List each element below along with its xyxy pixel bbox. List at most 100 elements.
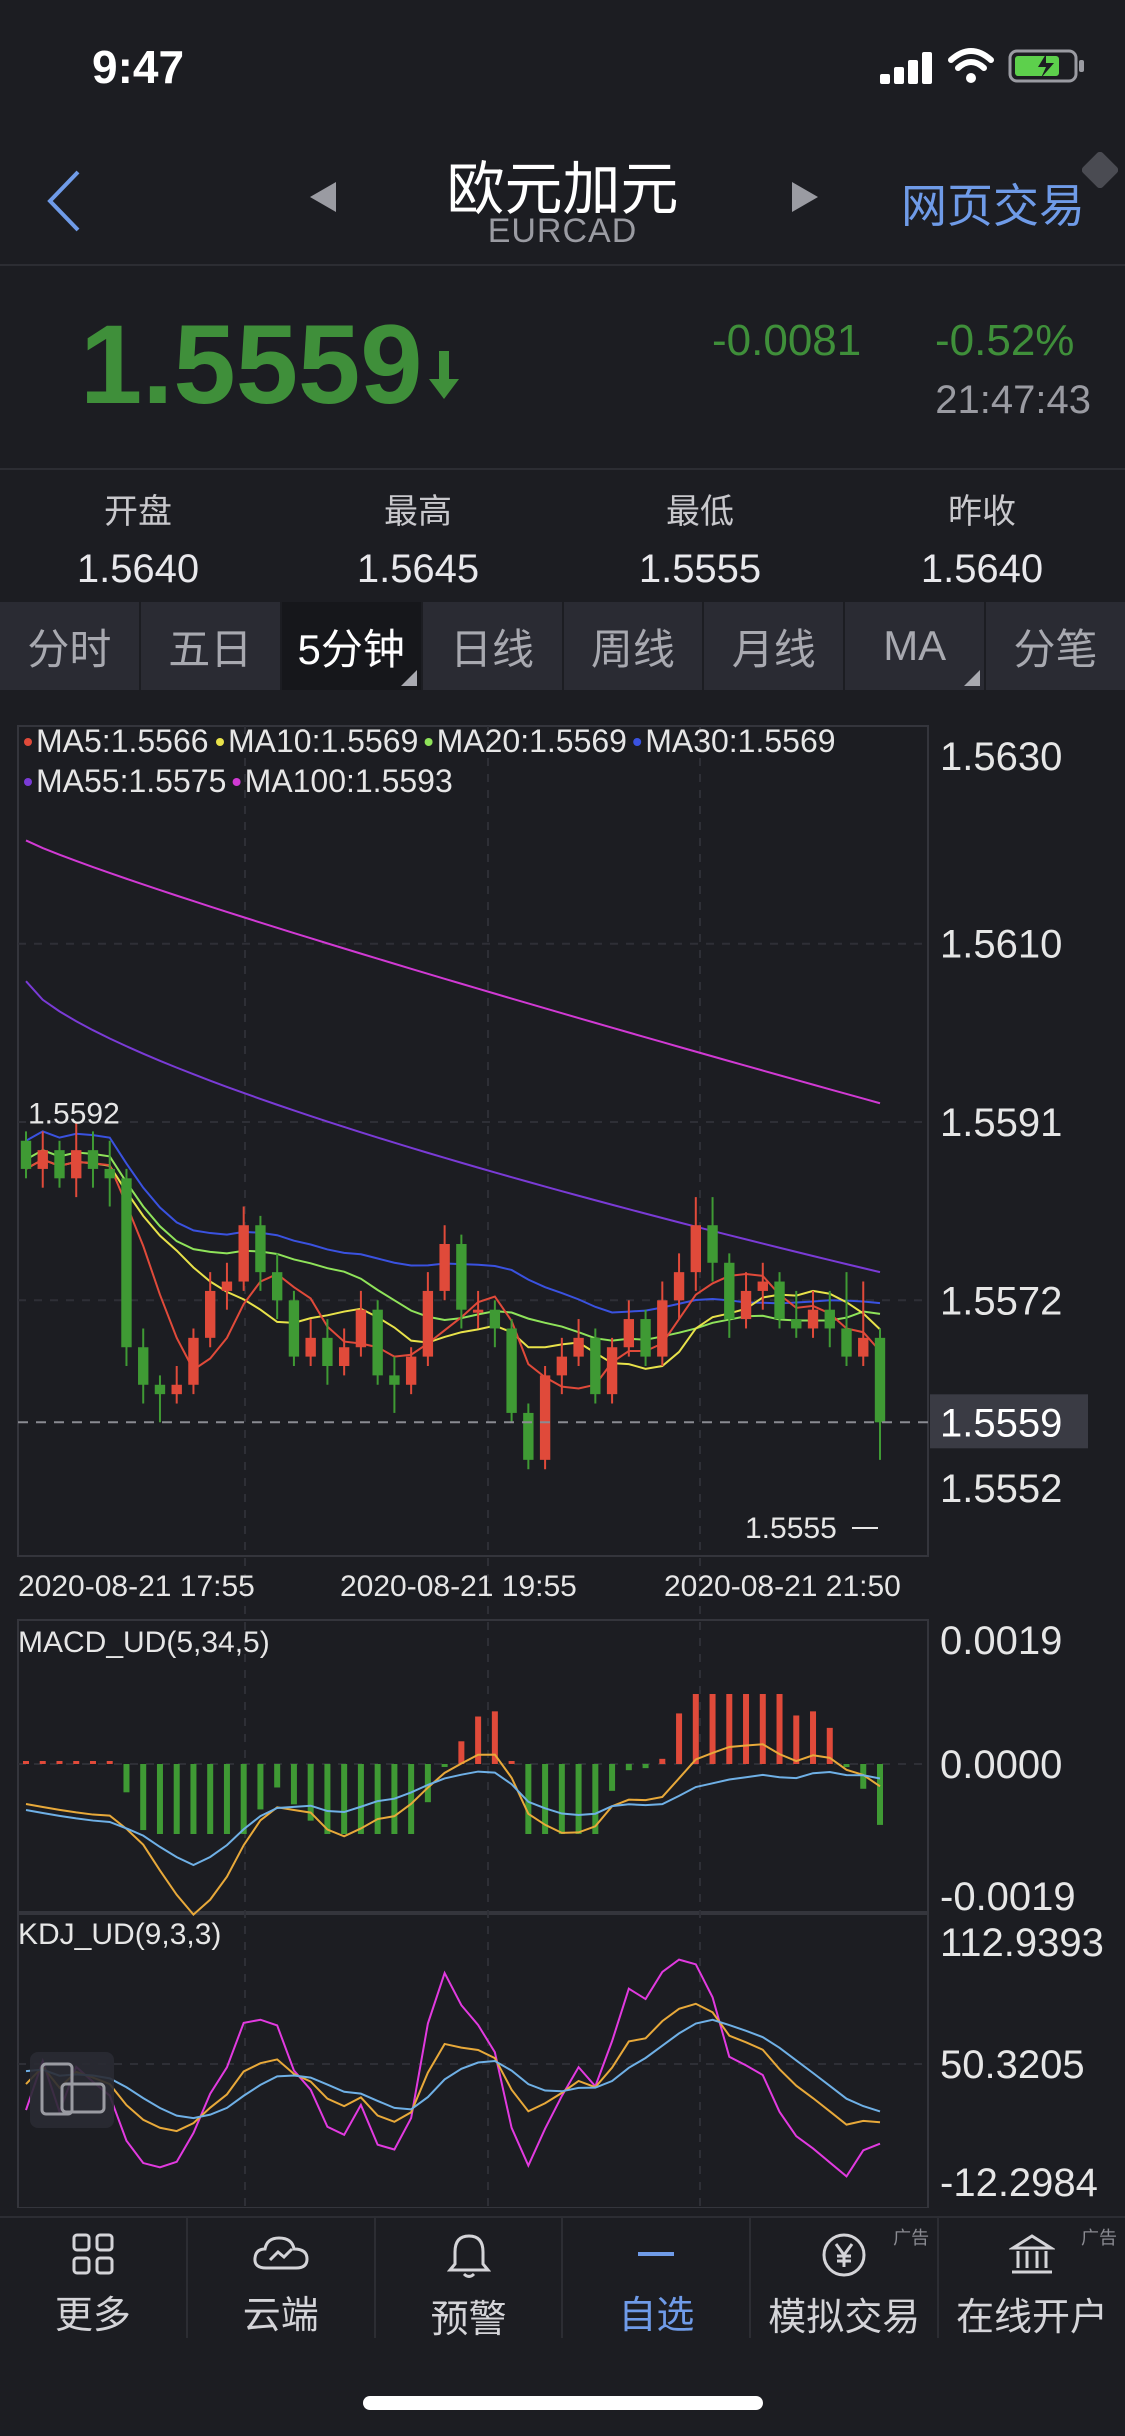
candle-body xyxy=(573,1337,584,1357)
kdj-panel-frame xyxy=(17,1913,929,2209)
period-tabs: 分时 五日 5分钟 日线 周线 月线 MA 分笔 xyxy=(0,602,1125,690)
tab-daily[interactable]: 日线 xyxy=(423,602,564,690)
prev-symbol-icon[interactable] xyxy=(308,180,338,214)
candle-body xyxy=(171,1384,182,1395)
kdj-j-line xyxy=(25,1958,881,2178)
main-panel-frame xyxy=(17,725,929,1557)
tab-tick[interactable]: 分笔 xyxy=(986,602,1125,690)
macd-bar xyxy=(793,1715,800,1764)
candle-body xyxy=(657,1300,668,1357)
macd-bar xyxy=(441,1764,448,1767)
y-axis-tick-label: 1.5591 xyxy=(940,1101,1062,1145)
macd-y-tick-label: -0.0019 xyxy=(940,1875,1076,1919)
macd-bar xyxy=(341,1764,348,1834)
macd-bar xyxy=(23,1761,29,1764)
tab-weekly[interactable]: 周线 xyxy=(564,602,705,690)
candle-body xyxy=(472,1309,484,1313)
legend-dot xyxy=(24,738,32,746)
candle-body xyxy=(757,1281,768,1291)
candle-body xyxy=(87,1150,99,1169)
legend-item: MA20:1.5569 xyxy=(437,723,627,759)
candle-body xyxy=(841,1328,852,1357)
macd-y-tick-label: 0.0000 xyxy=(940,1743,1062,1787)
candle-body xyxy=(238,1225,249,1282)
current-price: 1.5559 xyxy=(80,302,423,427)
tab-monthly[interactable]: 月线 xyxy=(704,602,846,690)
legend-item: MA5:1.5566 xyxy=(36,723,209,759)
bell-icon xyxy=(446,2232,491,2280)
candle-body xyxy=(690,1225,701,1273)
current-price-label: 1.5559 xyxy=(940,1401,1062,1445)
macd-bar xyxy=(542,1764,549,1834)
candle-body xyxy=(539,1375,551,1460)
candle-body xyxy=(673,1272,685,1301)
nav-open-account[interactable]: 广告 在线开户 xyxy=(939,2218,1125,2339)
next-symbol-icon[interactable] xyxy=(790,180,820,214)
tab-label: 5分钟 xyxy=(297,625,405,673)
web-trade-link[interactable]: 网页交易 xyxy=(901,180,1085,232)
candle-body xyxy=(355,1309,367,1348)
candle-body xyxy=(807,1309,819,1329)
stat-value: 1.5640 xyxy=(76,547,200,591)
ad-tag: 广告 xyxy=(1080,2228,1117,2248)
kdj-d-line xyxy=(25,2018,881,2120)
macd-bar xyxy=(709,1694,716,1764)
ma5-line xyxy=(25,1158,881,1390)
cellular-signal-icon xyxy=(880,50,934,84)
macd-dea-line xyxy=(25,1770,881,1867)
macd-bar xyxy=(240,1764,247,1834)
kdj-k-line xyxy=(25,2002,881,2133)
candle-body xyxy=(372,1309,383,1376)
macd-bar xyxy=(56,1761,63,1764)
candle-body xyxy=(288,1300,300,1357)
ma55-line xyxy=(25,980,881,1274)
macd-bar xyxy=(223,1764,230,1834)
low-price-marker: 1.5555 xyxy=(745,1512,837,1545)
candle-body xyxy=(305,1337,316,1357)
macd-bar xyxy=(424,1764,431,1803)
macd-bar xyxy=(625,1764,632,1771)
ma30-line xyxy=(25,1130,881,1314)
ma20-line xyxy=(25,1149,881,1342)
macd-bar xyxy=(73,1761,80,1764)
down-arrow-icon xyxy=(428,351,459,399)
macd-bar xyxy=(89,1761,96,1764)
tab-label: 五日 xyxy=(168,625,253,673)
candle-body xyxy=(590,1337,601,1395)
legend-item: MA10:1.5569 xyxy=(228,723,418,759)
candle-body xyxy=(606,1347,618,1395)
stat-prev-close: 昨收 1.5640 xyxy=(862,484,1102,592)
nav-cloud[interactable]: 云端 xyxy=(188,2218,376,2338)
chart-canvas[interactable]: 1.5630 1.5610 1.5591 1.5572 1.5552 MA5:1.5566… xyxy=(0,718,1125,2209)
tab-five-day[interactable]: 五日 xyxy=(141,602,282,690)
tab-label: 分时 xyxy=(27,625,112,673)
current-price-box xyxy=(930,1394,1088,1449)
chart-area[interactable]: 1.5630 1.5610 1.5591 1.5572 1.5552 MA5:1.5566… xyxy=(0,718,1125,2209)
tab-ma[interactable]: MA xyxy=(845,602,987,690)
macd-bar xyxy=(491,1711,498,1764)
rotate-icon-phone xyxy=(40,2062,74,2116)
yen-icon xyxy=(821,2232,867,2278)
macd-title: MACD_UD(5,34,5) xyxy=(18,1626,270,1659)
candle-body xyxy=(456,1244,467,1310)
nav-label: 模拟交易 xyxy=(768,2297,921,2339)
tab-5min[interactable]: 5分钟 xyxy=(281,602,423,690)
macd-bar xyxy=(877,1764,883,1825)
macd-bar xyxy=(525,1764,532,1834)
candle-body xyxy=(20,1140,32,1169)
candle-body xyxy=(724,1262,735,1320)
y-axis-tick-label: 1.5552 xyxy=(940,1467,1062,1511)
back-chevron-icon[interactable] xyxy=(44,168,84,234)
macd-bar xyxy=(659,1758,666,1764)
nav-demo-trade[interactable]: 广告 模拟交易 xyxy=(751,2218,940,2339)
candle-body xyxy=(104,1168,115,1179)
macd-bar xyxy=(140,1764,147,1831)
candle-body xyxy=(740,1290,752,1320)
nav-label: 在线开户 xyxy=(956,2297,1109,2339)
bank-icon xyxy=(1009,2232,1056,2278)
home-indicator xyxy=(363,2396,763,2410)
tab-timeshare[interactable]: 分时 xyxy=(0,602,141,690)
nav-alert[interactable]: 预警 xyxy=(376,2218,564,2341)
nav-more[interactable]: 更多 xyxy=(0,2218,188,2338)
nav-watchlist[interactable]: 自选 xyxy=(563,2218,752,2338)
